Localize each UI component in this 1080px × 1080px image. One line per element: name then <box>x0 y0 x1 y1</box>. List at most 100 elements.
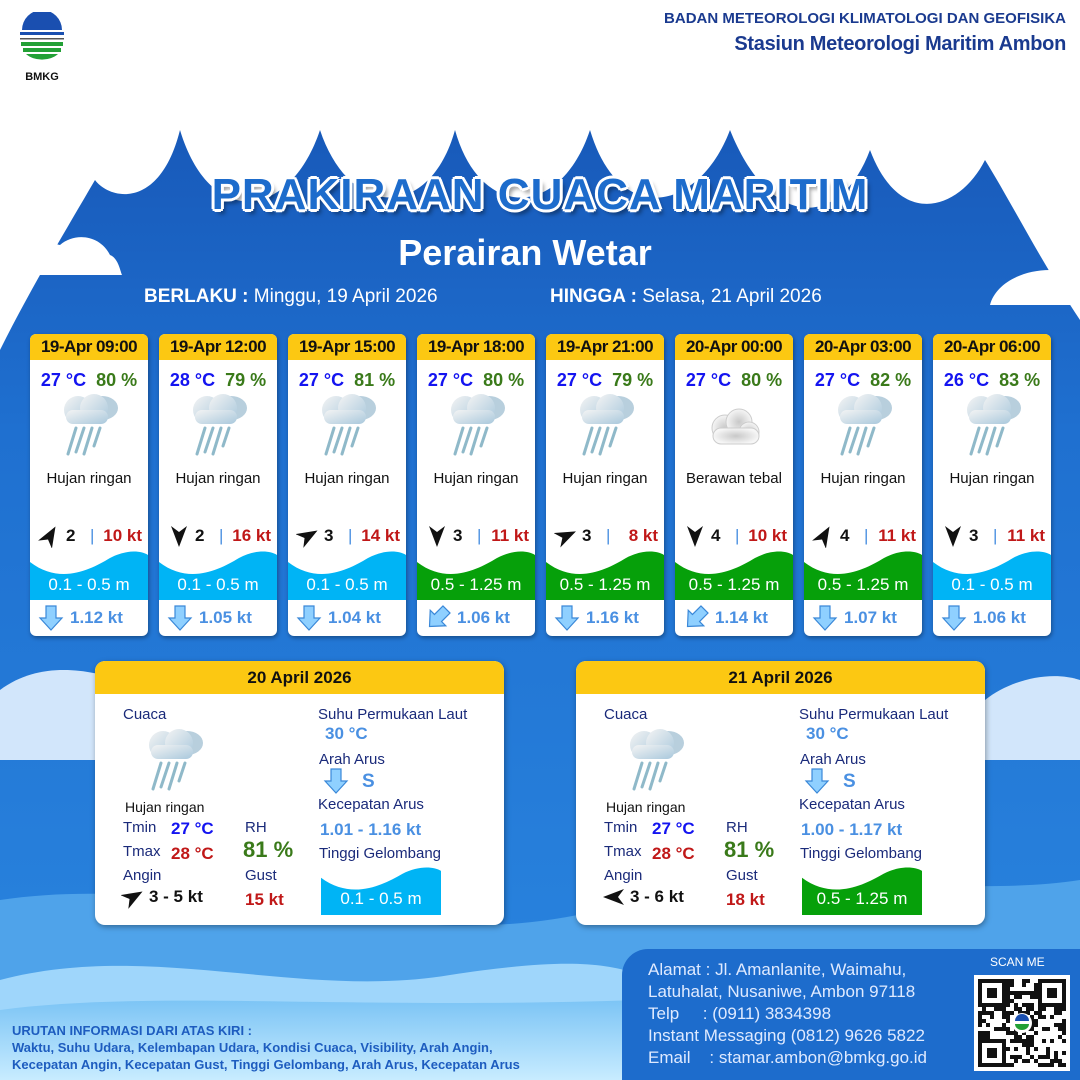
current-direction-label: Arah Arus <box>800 751 866 768</box>
current-row: 1.05 kt <box>167 604 277 632</box>
weather-condition: Hujan ringan <box>175 470 261 487</box>
station-name: Stasiun Meteorologi Maritim Ambon <box>734 33 1066 55</box>
page-title: PRAKIRAAN CUACA MARITIM <box>211 170 869 219</box>
logo-text: BMKG <box>25 71 59 83</box>
wave-label: Tinggi Gelombang <box>319 845 442 862</box>
gust-speed: 14 kt <box>361 526 400 545</box>
wind-direction-icon <box>603 889 624 905</box>
wave-shape <box>30 551 148 600</box>
wave-height: 0.1 - 0.5 m <box>340 889 422 908</box>
gust-speed: 8 kt <box>628 526 658 545</box>
gust-speed: 10 kt <box>103 526 142 545</box>
info-order-note: URUTAN INFORMASI DARI ATAS KIRI : Waktu,… <box>12 1022 520 1073</box>
divider: | <box>606 526 611 545</box>
current-speed: 1.12 kt <box>70 608 123 627</box>
light-rain-icon <box>838 394 892 456</box>
wind-row: 3 | 14 kt <box>288 524 406 548</box>
wind-row: 4 | 11 kt <box>804 524 922 549</box>
weather-condition: Hujan ringan <box>820 470 906 487</box>
valid-from: BERLAKU : Minggu, 19 April 2026 <box>144 286 438 308</box>
wave-shape <box>804 551 922 600</box>
gust-label: Gust <box>726 867 758 884</box>
humidity: 83 % <box>999 370 1041 390</box>
air-temperature: 27 °C <box>685 370 732 390</box>
current-speed: 1.14 kt <box>715 608 768 627</box>
note-title: URUTAN INFORMASI DARI ATAS KIRI : <box>12 1023 252 1038</box>
wave-shape <box>159 551 277 600</box>
note-line-1: Waktu, Suhu Udara, Kelembapan Udara, Kon… <box>12 1040 493 1055</box>
current-row: 1.16 kt <box>554 604 664 632</box>
tmin-value: 27 °C <box>652 819 695 838</box>
daily-date: 20 April 2026 <box>95 661 504 694</box>
wave-height: 0.1 - 0.5 m <box>48 575 130 594</box>
air-temperature: 27 °C <box>556 370 603 390</box>
light-rain-icon <box>149 729 203 791</box>
wave-height: 0.5 - 1.25 m <box>817 575 909 594</box>
current-direction-icon <box>941 605 967 631</box>
tmin-label: Tmin <box>604 819 638 836</box>
rh-label: RH <box>726 819 748 836</box>
gust-speed: 11 kt <box>878 526 916 545</box>
forecast-card: 20-Apr 03:00 27 °C 82 % Hujan ringan 4 |… <box>804 334 922 636</box>
qr-code[interactable] <box>974 975 1070 1071</box>
wind-row: 3 | 8 kt <box>546 524 664 548</box>
air-temperature: 27 °C <box>814 370 861 390</box>
weather-label: Cuaca <box>604 706 648 723</box>
forecast-time: 20-Apr 06:00 <box>933 334 1051 360</box>
daily-summary-card: 21 April 2026 Cuaca Hujan ringan Tmin 27… <box>576 661 985 925</box>
agency-header: BADAN METEOROLOGI KLIMATOLOGI DAN GEOFIS… <box>664 10 1066 56</box>
weather-condition: Hujan ringan <box>304 470 390 487</box>
wind-speed: 3 <box>324 526 334 545</box>
wave-shape <box>675 551 793 600</box>
gust-value: 15 kt <box>245 890 284 909</box>
sst-label: Suhu Permukaan Laut <box>318 706 468 723</box>
forecast-card: 19-Apr 12:00 28 °C 79 % Hujan ringan 2 |… <box>159 334 277 636</box>
wind-direction-icon <box>120 891 143 909</box>
current-speed-label: Kecepatan Arus <box>318 796 424 813</box>
current-speed: 1.06 kt <box>973 608 1026 627</box>
area-name: Perairan Wetar <box>398 232 652 273</box>
wind-row: 4 | 10 kt <box>675 524 793 548</box>
current-direction-icon <box>686 605 709 628</box>
divider: | <box>477 526 482 545</box>
wind-speed: 2 <box>195 526 205 545</box>
current-speed: 1.04 kt <box>328 608 381 627</box>
wave-height: 0.1 - 0.5 m <box>306 575 388 594</box>
current-direction-icon <box>296 605 322 631</box>
humidity: 80 % <box>96 370 138 390</box>
forecast-card: 19-Apr 09:00 27 °C 80 % Hujan ringan 2 |… <box>30 334 148 636</box>
rh-value: 81 % <box>724 837 775 862</box>
tmin-value: 27 °C <box>171 819 214 838</box>
current-row: 1.07 kt <box>812 604 922 632</box>
gust-speed: 16 kt <box>232 526 271 545</box>
forecast-time: 19-Apr 15:00 <box>288 334 406 360</box>
humidity: 80 % <box>741 370 783 390</box>
sst-label: Suhu Permukaan Laut <box>799 706 949 723</box>
wave-shape <box>546 551 664 600</box>
wave-height: 0.1 - 0.5 m <box>177 575 259 594</box>
bmkg-logo-icon <box>20 10 64 60</box>
forecast-time: 19-Apr 21:00 <box>546 334 664 360</box>
valid-from-label: BERLAKU : <box>144 286 249 307</box>
note-line-2: Kecepatan Angin, Kecepatan Gust, Tinggi … <box>12 1057 520 1072</box>
air-temperature: 27 °C <box>40 370 87 390</box>
current-direction-icon <box>167 605 193 631</box>
gust-speed: 10 kt <box>748 526 787 545</box>
current-direction-icon <box>804 768 830 794</box>
wind-speed: 4 <box>711 526 721 545</box>
divider: | <box>864 526 869 545</box>
light-rain-icon <box>322 394 376 456</box>
wind-label: Angin <box>123 867 162 884</box>
light-rain-icon <box>64 394 118 456</box>
current-row: 1.06 kt <box>425 604 535 632</box>
forecast-card: 19-Apr 15:00 27 °C 81 % Hujan ringan 3 |… <box>288 334 406 636</box>
scan-me-label: SCAN ME <box>990 955 1045 969</box>
contact-panel: Alamat : Jl. Amanlanite, Waimahu, Latuha… <box>622 949 1080 1080</box>
humidity: 79 % <box>612 370 654 390</box>
wind-direction-icon <box>687 526 703 547</box>
gust-value: 18 kt <box>726 890 765 909</box>
humidity: 82 % <box>870 370 912 390</box>
current-direction-icon <box>554 605 580 631</box>
current-direction-icon <box>38 605 64 631</box>
sst-value: 30 °C <box>806 724 849 743</box>
